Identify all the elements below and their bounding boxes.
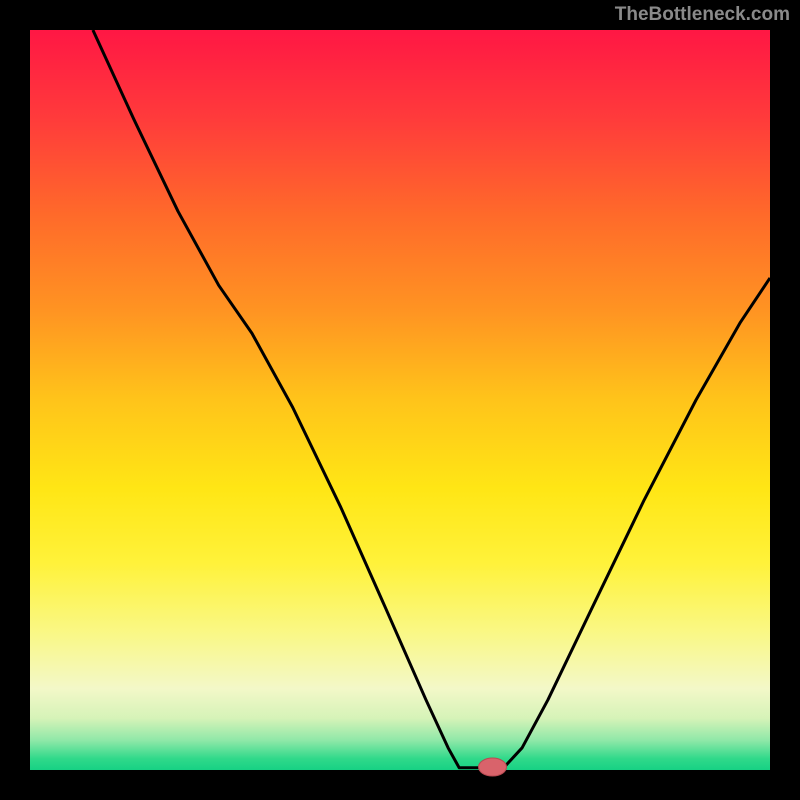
watermark-text: TheBottleneck.com — [615, 4, 790, 26]
optimal-marker — [479, 758, 507, 776]
chart-container: TheBottleneck.com — [0, 0, 800, 800]
plot-background — [30, 30, 770, 770]
bottleneck-chart — [0, 0, 800, 800]
